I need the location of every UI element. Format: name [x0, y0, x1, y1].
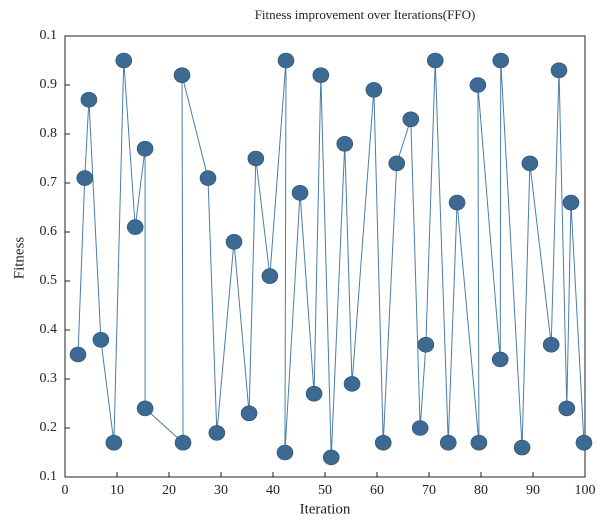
chart-title: Fitness improvement over Iterations(FFO): [255, 7, 476, 22]
y-tick-label: 0.4: [40, 322, 58, 337]
data-point: [80, 91, 98, 108]
data-point: [411, 420, 429, 436]
x-tick-label: 40: [266, 483, 280, 498]
y-tick-label: 0.8: [40, 126, 58, 141]
x-tick-label: 90: [526, 483, 540, 498]
data-point: [277, 52, 295, 69]
data-point: [402, 111, 420, 128]
data-point: [208, 425, 226, 441]
x-tick-label: 80: [474, 483, 488, 498]
data-point: [76, 170, 94, 186]
data-point: [115, 52, 133, 69]
data-point: [336, 136, 354, 152]
data-point: [439, 434, 457, 451]
x-tick-label: 30: [214, 483, 228, 498]
data-point: [276, 444, 294, 461]
data-point: [92, 331, 110, 348]
data-point: [558, 400, 576, 417]
data-point: [575, 434, 593, 451]
data-point: [521, 155, 539, 172]
data-point: [562, 194, 580, 211]
data-point: [199, 170, 217, 186]
y-tick-label: 0.3: [40, 371, 58, 386]
y-tick-label: 0.9: [40, 77, 58, 92]
y-axis-label: Fitness: [11, 237, 27, 280]
y-tick-label: 0.7: [40, 175, 58, 190]
data-point: [470, 434, 488, 451]
data-point: [126, 219, 144, 235]
data-point: [174, 434, 192, 451]
data-point: [312, 67, 330, 83]
data-point: [305, 385, 323, 402]
y-tick-label: 0.1: [40, 469, 58, 484]
data-point: [291, 185, 309, 201]
series-line: [77, 60, 585, 458]
data-point: [365, 82, 383, 98]
data-point: [417, 336, 435, 353]
data-point: [492, 52, 510, 69]
x-tick-label: 70: [422, 483, 436, 498]
data-point: [426, 52, 444, 69]
data-point: [261, 268, 279, 284]
x-axis-label: Iteration: [300, 501, 351, 517]
data-point: [374, 434, 392, 451]
y-tick-label: 0.6: [40, 224, 58, 239]
data-point: [69, 346, 87, 363]
x-tick-label: 0: [62, 483, 69, 498]
data-point: [491, 351, 509, 368]
y-tick-label: 0.2: [40, 420, 58, 435]
data-point: [240, 405, 258, 422]
data-point: [136, 140, 154, 157]
x-tick-label: 10: [110, 483, 124, 498]
x-tick-label: 50: [318, 483, 332, 498]
data-point: [136, 400, 154, 417]
x-tick-label: 100: [575, 483, 596, 498]
data-point: [225, 234, 243, 250]
y-tick-label: 0.1: [40, 28, 58, 43]
data-point: [343, 376, 361, 392]
data-point: [247, 150, 265, 167]
data-point: [542, 336, 560, 353]
data-point: [469, 77, 487, 93]
data-point: [448, 194, 466, 211]
data-point: [105, 434, 123, 451]
data-point: [388, 155, 406, 172]
x-tick-label: 60: [370, 483, 384, 498]
x-tick-label: 20: [162, 483, 176, 498]
data-point: [173, 67, 191, 83]
data-point: [513, 439, 531, 456]
data-point: [322, 449, 340, 466]
y-tick-label: 0.5: [40, 273, 58, 288]
data-point: [550, 62, 568, 79]
